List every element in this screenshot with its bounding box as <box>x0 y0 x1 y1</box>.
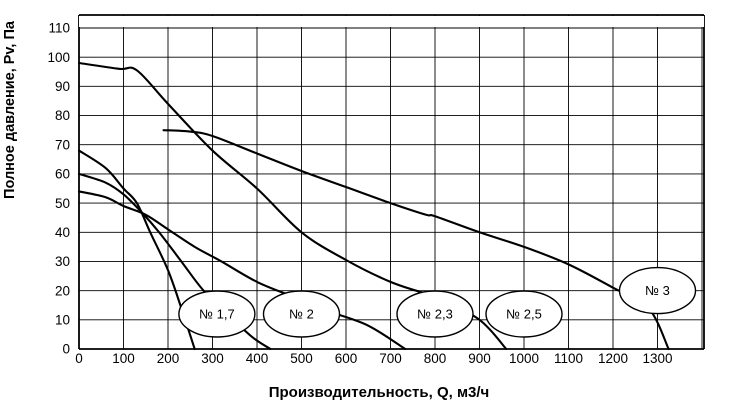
svg-text:300: 300 <box>201 351 224 366</box>
svg-text:1100: 1100 <box>554 351 583 366</box>
svg-text:20: 20 <box>55 283 70 298</box>
svg-text:Производительность, Q, м3/ч: Производительность, Q, м3/ч <box>269 384 490 401</box>
svg-text:50: 50 <box>55 196 70 211</box>
svg-text:1000: 1000 <box>509 351 539 366</box>
svg-text:70: 70 <box>55 137 70 152</box>
svg-text:700: 700 <box>379 351 402 366</box>
svg-text:№ 2,5: № 2,5 <box>506 307 542 322</box>
svg-text:0: 0 <box>75 351 83 366</box>
svg-text:400: 400 <box>246 351 269 366</box>
svg-text:60: 60 <box>55 167 70 182</box>
svg-text:200: 200 <box>157 351 180 366</box>
svg-text:30: 30 <box>55 254 70 269</box>
svg-text:110: 110 <box>48 21 70 36</box>
svg-text:40: 40 <box>55 225 70 240</box>
svg-text:№ 3: № 3 <box>645 283 670 298</box>
svg-text:800: 800 <box>424 351 447 366</box>
svg-text:100: 100 <box>112 351 135 366</box>
svg-text:1200: 1200 <box>598 351 628 366</box>
svg-text:№ 1,7: № 1,7 <box>199 307 235 322</box>
svg-text:100: 100 <box>47 50 70 65</box>
svg-text:80: 80 <box>55 108 70 123</box>
svg-text:0: 0 <box>62 342 70 357</box>
svg-text:500: 500 <box>290 351 313 366</box>
svg-text:№ 2,3: № 2,3 <box>417 307 453 322</box>
svg-text:600: 600 <box>335 351 358 366</box>
svg-text:900: 900 <box>468 351 491 366</box>
svg-text:№ 2: № 2 <box>289 307 314 322</box>
svg-text:Полное давление, Pv, Па: Полное давление, Pv, Па <box>2 20 18 199</box>
svg-text:1300: 1300 <box>642 351 672 366</box>
svg-text:10: 10 <box>55 313 70 328</box>
svg-text:90: 90 <box>55 79 70 94</box>
